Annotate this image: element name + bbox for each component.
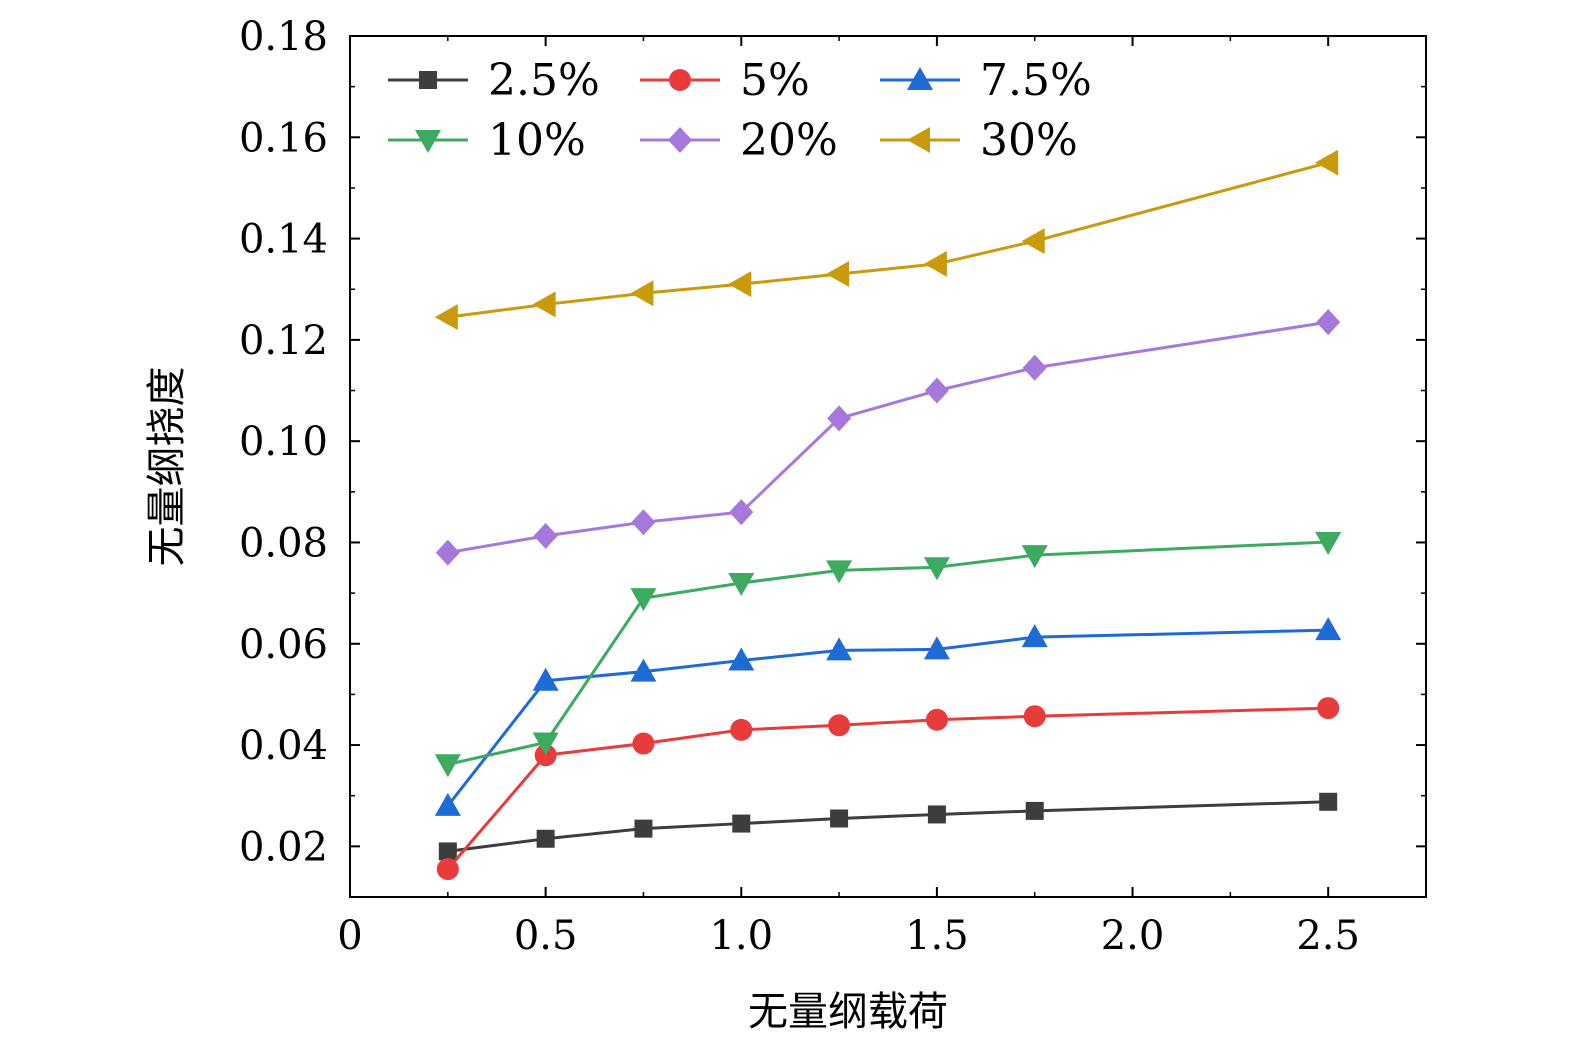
data-point: [1022, 354, 1047, 381]
legend-label: 2.5%: [488, 55, 600, 106]
data-point: [532, 667, 559, 691]
data-point: [1315, 617, 1342, 641]
y-tick-label: 0.14: [239, 217, 328, 263]
legend-label: 30%: [980, 115, 1078, 166]
series-10%: [434, 531, 1342, 778]
axes: 0 0.5 1.0 1.5 2.0 2.5 0.02 0.04 0.06 0.08 0.10 0.12…: [239, 14, 1427, 959]
plot-series: [434, 149, 1342, 881]
legend-label: 10%: [488, 115, 586, 166]
data-point: [828, 714, 851, 737]
data-point: [826, 637, 853, 661]
series-5%: [436, 697, 1340, 881]
series-line: [447, 540, 1329, 766]
data-point: [907, 127, 930, 153]
data-point: [923, 250, 947, 277]
plot-frame: [349, 35, 1427, 898]
series-30%: [434, 149, 1339, 331]
series-line: [447, 161, 1329, 319]
data-point: [907, 67, 933, 90]
series-line: [447, 800, 1329, 853]
data-point: [732, 814, 751, 833]
y-axis-title: 无量纲挠度: [144, 367, 190, 567]
data-point: [830, 809, 849, 828]
y-tick-label: 0.18: [239, 14, 328, 60]
data-point: [438, 842, 457, 861]
data-point: [826, 560, 853, 584]
data-point: [826, 261, 850, 288]
data-point: [924, 377, 949, 404]
data-point: [634, 819, 653, 838]
data-point: [630, 658, 657, 682]
data-point: [434, 754, 461, 778]
y-tick-label: 0.06: [239, 622, 328, 668]
data-point: [1317, 697, 1340, 720]
x-tick-label: 1.0: [709, 913, 773, 959]
data-point: [533, 522, 558, 549]
data-point: [925, 708, 948, 731]
data-point: [1021, 624, 1048, 648]
data-point: [532, 291, 556, 318]
y-tick-label: 0.16: [239, 115, 328, 161]
data-point: [1021, 545, 1048, 569]
y-tick-label: 0.10: [239, 419, 328, 465]
data-point: [1315, 531, 1342, 555]
data-point: [668, 127, 692, 153]
data-point: [434, 792, 461, 816]
data-point: [536, 829, 555, 848]
legend-item: 30%: [880, 115, 1078, 166]
x-tick-label: 0.5: [514, 913, 578, 959]
series-line: [446, 628, 1329, 807]
data-point: [435, 539, 460, 566]
data-point: [1319, 792, 1338, 811]
data-point: [632, 732, 655, 755]
series-line: [446, 706, 1329, 871]
data-point: [1025, 801, 1044, 820]
legend: 2.5% 5% 7.5% 10% 20% 30%: [388, 55, 1092, 166]
legend-item: 20%: [640, 115, 838, 166]
data-point: [1021, 228, 1045, 255]
legend-label: 20%: [740, 115, 838, 166]
data-point: [1023, 705, 1046, 728]
series-7.5%: [434, 617, 1342, 816]
series-line: [447, 320, 1329, 555]
data-point: [434, 304, 458, 331]
data-point: [729, 499, 754, 526]
data-point: [532, 732, 559, 756]
data-point: [730, 718, 753, 741]
y-tick-label: 0.04: [239, 723, 328, 769]
data-point: [1316, 309, 1341, 336]
x-tick-label: 1.5: [905, 913, 969, 959]
legend-item: 2.5%: [388, 55, 600, 106]
legend-label: 7.5%: [980, 55, 1092, 106]
x-tick-label: 2.0: [1101, 913, 1165, 959]
data-point: [927, 805, 946, 824]
y-tick-label: 0.02: [239, 824, 328, 870]
series-20%: [435, 309, 1341, 566]
series-2.5%: [438, 792, 1338, 861]
legend-label: 5%: [740, 55, 810, 106]
data-point: [630, 280, 654, 307]
x-axis-title: 无量纲载荷: [748, 989, 948, 1035]
data-point: [827, 405, 852, 432]
y-tick-label: 0.08: [239, 520, 328, 566]
data-point: [728, 647, 755, 671]
data-point: [415, 130, 441, 153]
data-point: [923, 557, 950, 581]
data-point: [419, 71, 437, 89]
legend-item: 10%: [388, 115, 586, 166]
data-point: [630, 588, 657, 612]
data-point: [1315, 149, 1339, 176]
data-point: [631, 509, 656, 536]
data-point: [669, 69, 691, 91]
legend-item: 5%: [640, 55, 810, 106]
legend-item: 7.5%: [880, 55, 1092, 106]
x-tick-label: 2.5: [1296, 913, 1360, 959]
data-point: [728, 271, 752, 298]
data-point: [436, 858, 459, 881]
data-point: [728, 572, 755, 596]
x-tick-label: 0: [337, 913, 362, 959]
y-tick-label: 0.12: [239, 318, 328, 364]
data-point: [923, 636, 950, 660]
